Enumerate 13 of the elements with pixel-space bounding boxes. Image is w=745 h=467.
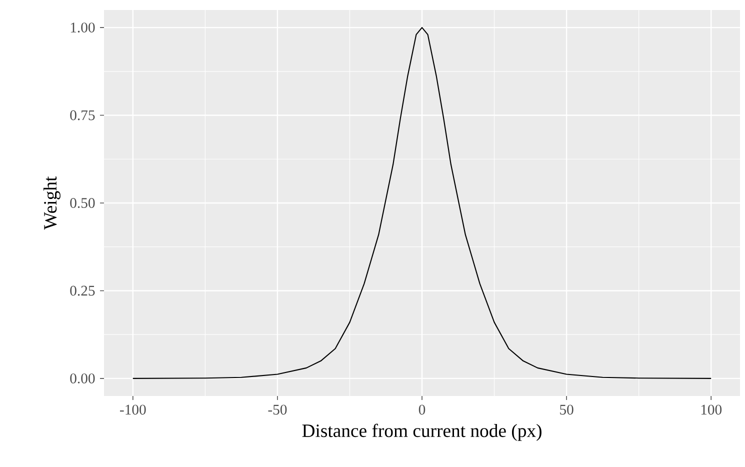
x-tick-label: 0 [418, 404, 426, 415]
x-tick-label: -50 [268, 404, 287, 415]
line-series [132, 27, 712, 379]
y-tick-label: 1.00 [70, 22, 95, 33]
y-tick-label: 0.00 [70, 373, 95, 384]
y-tick-label: 0.25 [70, 286, 95, 296]
x-axis-title: Distance from current node (px) [302, 424, 542, 441]
y-tick-label: 0.75 [70, 110, 95, 120]
x-tick-label: 100 [701, 404, 722, 415]
x-tick-label: -100 [120, 404, 146, 415]
y-axis-title: Weight [43, 176, 60, 230]
y-tick-label: 0.50 [70, 198, 95, 208]
x-tick-label: 50 [560, 404, 574, 415]
